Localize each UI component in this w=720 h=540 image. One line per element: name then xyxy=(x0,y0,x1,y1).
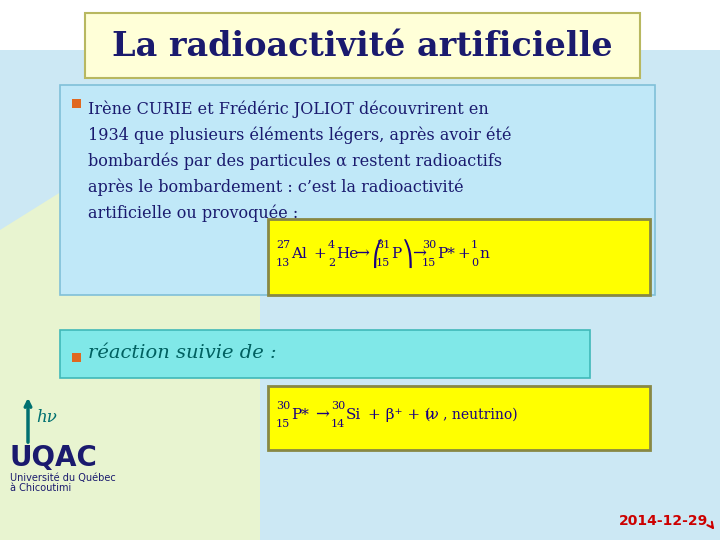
Text: Si: Si xyxy=(346,408,361,422)
Text: +: + xyxy=(458,247,470,261)
FancyBboxPatch shape xyxy=(60,85,655,295)
Text: 31: 31 xyxy=(376,240,390,250)
Text: 0: 0 xyxy=(471,258,478,268)
Text: 30: 30 xyxy=(276,401,290,411)
Text: 15: 15 xyxy=(276,419,290,429)
Text: →: → xyxy=(315,407,329,423)
Text: hν: hν xyxy=(36,409,57,427)
Text: artificielle ou provoquée :: artificielle ou provoquée : xyxy=(88,204,298,221)
Polygon shape xyxy=(0,180,260,540)
Bar xyxy=(0,0,720,50)
Text: 27: 27 xyxy=(276,240,290,250)
Text: réaction suivie de :: réaction suivie de : xyxy=(88,344,276,362)
Text: 1934 que plusieurs éléments légers, après avoir été: 1934 que plusieurs éléments légers, aprè… xyxy=(88,126,511,144)
Text: 2: 2 xyxy=(328,258,335,268)
Text: + β⁺ + ν: + β⁺ + ν xyxy=(368,408,434,422)
Text: →: → xyxy=(355,246,369,262)
Text: à Chicoutimi: à Chicoutimi xyxy=(10,483,71,493)
Text: bombardés par des particules α restent radioactifs: bombardés par des particules α restent r… xyxy=(88,152,502,170)
Text: La radioactivité artificielle: La radioactivité artificielle xyxy=(112,30,612,63)
Text: P: P xyxy=(391,247,401,261)
Text: Al: Al xyxy=(291,247,307,261)
Bar xyxy=(72,99,81,108)
Text: 30: 30 xyxy=(422,240,436,250)
Text: ⎞: ⎞ xyxy=(402,240,414,268)
Bar xyxy=(72,353,81,362)
Text: (ν , neutrino): (ν , neutrino) xyxy=(425,408,518,422)
Text: 1: 1 xyxy=(471,240,478,250)
Text: UQAC: UQAC xyxy=(10,444,98,472)
Text: P*: P* xyxy=(291,408,309,422)
FancyBboxPatch shape xyxy=(85,13,640,78)
Text: 2014-12-29: 2014-12-29 xyxy=(618,514,708,528)
Text: 30: 30 xyxy=(330,401,345,411)
FancyBboxPatch shape xyxy=(60,330,590,378)
Text: 15: 15 xyxy=(422,258,436,268)
Text: Université du Québec: Université du Québec xyxy=(10,473,116,483)
Text: Irène CURIE et Frédéric JOLIOT découvrirent en: Irène CURIE et Frédéric JOLIOT découvrir… xyxy=(88,100,489,118)
Text: ⎛: ⎛ xyxy=(372,240,384,268)
Text: 13: 13 xyxy=(276,258,290,268)
Text: P*: P* xyxy=(437,247,455,261)
Text: n: n xyxy=(479,247,489,261)
Text: 14: 14 xyxy=(330,419,345,429)
Text: 4: 4 xyxy=(328,240,335,250)
Text: →: → xyxy=(412,246,426,262)
Text: +: + xyxy=(314,247,326,261)
FancyBboxPatch shape xyxy=(268,386,650,450)
Text: 15: 15 xyxy=(376,258,390,268)
Text: He: He xyxy=(336,247,359,261)
FancyBboxPatch shape xyxy=(268,219,650,295)
Text: après le bombardement : c’est la radioactivité: après le bombardement : c’est la radioac… xyxy=(88,178,464,195)
